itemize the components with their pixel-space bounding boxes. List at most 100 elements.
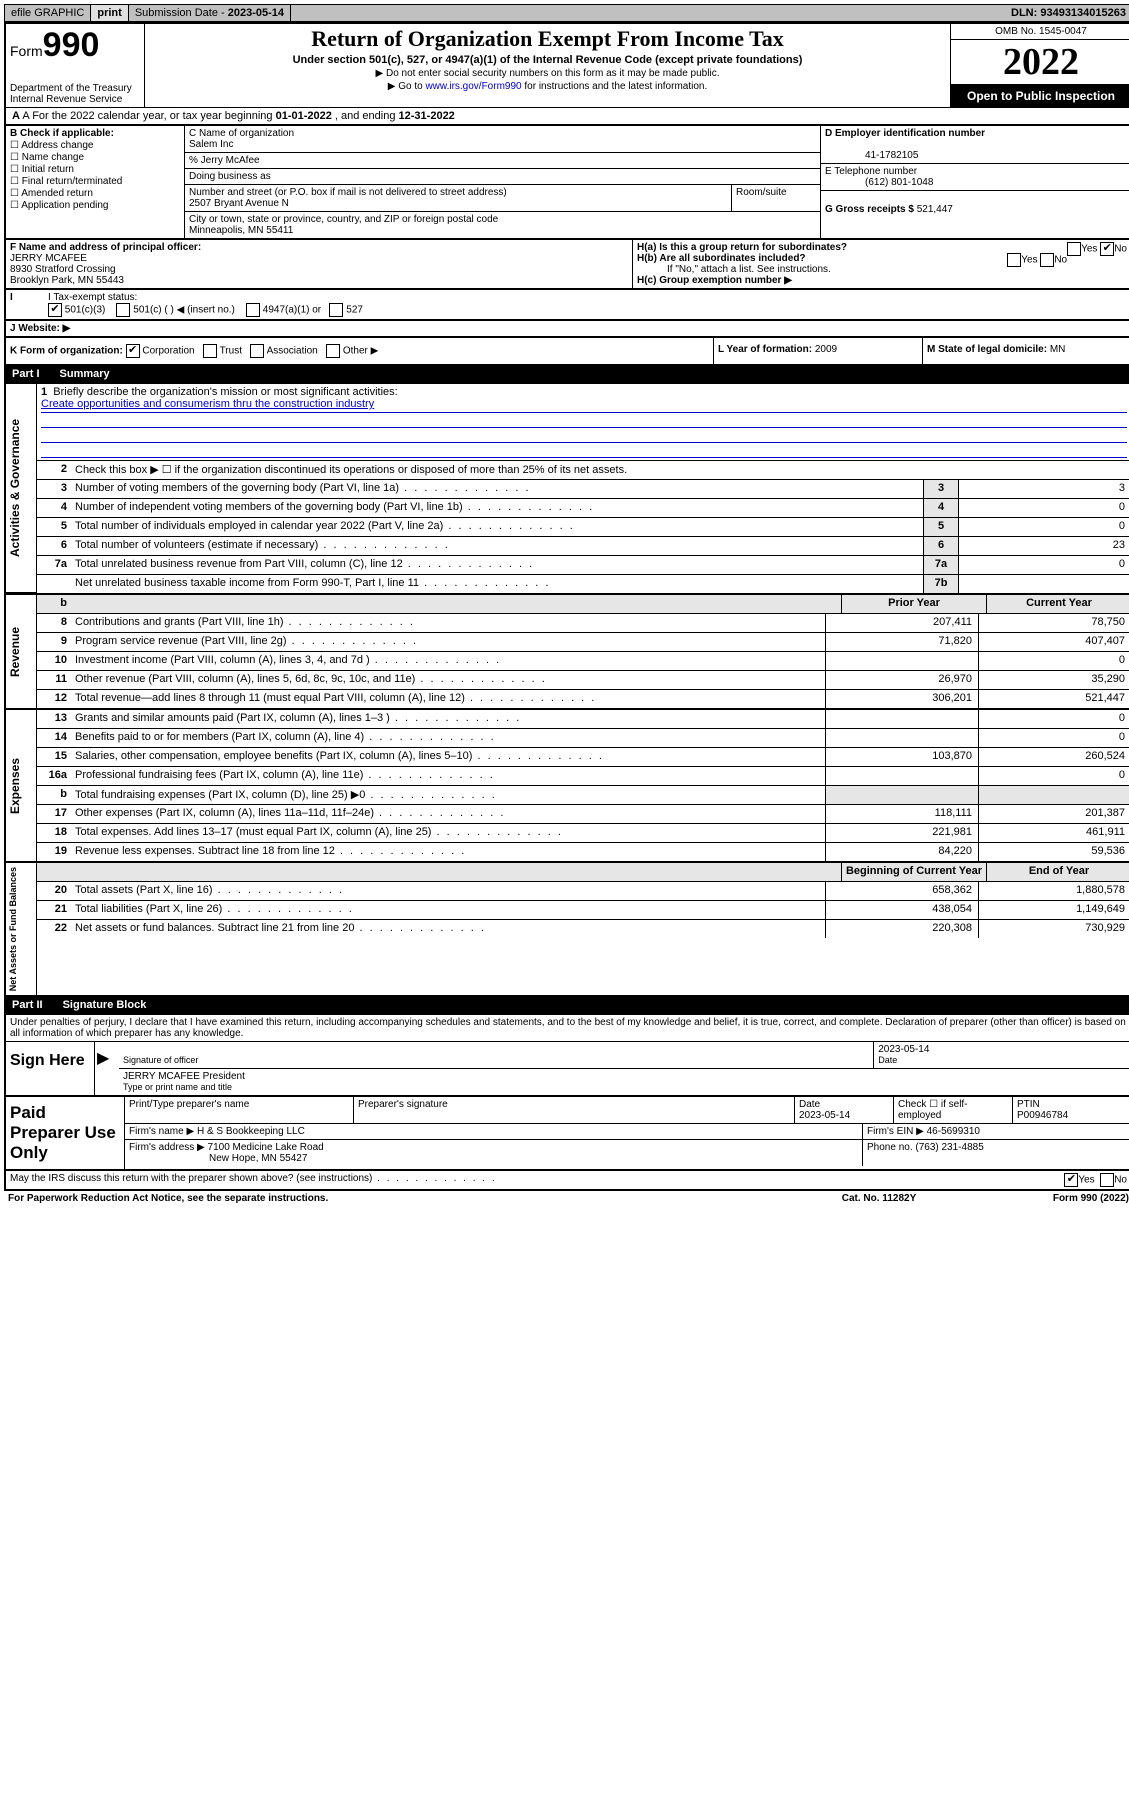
cb-final-return[interactable]: ☐ Final return/terminated — [10, 176, 180, 187]
care-of: % Jerry McAfee — [185, 153, 820, 169]
table-row: 8Contributions and grants (Part VIII, li… — [37, 614, 1129, 633]
table-row: 13Grants and similar amounts paid (Part … — [37, 710, 1129, 729]
table-row: 18Total expenses. Add lines 13–17 (must … — [37, 824, 1129, 843]
cb-527[interactable] — [329, 303, 343, 317]
table-row: 12Total revenue—add lines 8 through 11 (… — [37, 690, 1129, 708]
table-row: 9Program service revenue (Part VIII, lin… — [37, 633, 1129, 652]
gross-receipts: 521,447 — [917, 204, 953, 215]
year-formation: 2009 — [815, 344, 837, 355]
street: 2507 Bryant Avenue N — [189, 198, 289, 209]
firm-phone: (763) 231-4885 — [915, 1142, 983, 1153]
cb-corp[interactable] — [126, 344, 140, 358]
ein: 41-1782105 — [825, 150, 918, 161]
dln: DLN: 93493134015263 — [1005, 5, 1129, 21]
open-inspection: Open to Public Inspection — [951, 85, 1129, 107]
table-row: 22Net assets or fund balances. Subtract … — [37, 920, 1129, 938]
cb-trust[interactable] — [203, 344, 217, 358]
prep-self-employed: Check ☐ if self-employed — [894, 1097, 1013, 1123]
cb-name-change[interactable]: ☐ Name change — [10, 152, 180, 163]
omb-number: OMB No. 1545-0047 — [951, 24, 1129, 40]
vtab-governance: Activities & Governance — [6, 384, 37, 593]
cb-application-pending[interactable]: ☐ Application pending — [10, 200, 180, 211]
ha-yes[interactable] — [1067, 242, 1081, 256]
table-row: 7aTotal unrelated business revenue from … — [37, 556, 1129, 575]
hb-no[interactable] — [1040, 253, 1054, 267]
hb-label: H(b) Are all subordinates included? — [637, 253, 806, 264]
mission-text: Create opportunities and consumerism thr… — [41, 398, 1127, 413]
room-suite-label: Room/suite — [732, 185, 820, 211]
col-prior-year: Prior Year — [841, 595, 986, 613]
form-footer: Form 990 (2022) — [979, 1193, 1129, 1204]
state-domicile: MN — [1050, 344, 1066, 355]
section-fh: F Name and address of principal officer:… — [4, 240, 1129, 290]
hb-yes[interactable] — [1007, 253, 1021, 267]
sig-declaration: Under penalties of perjury, I declare th… — [6, 1015, 1129, 1041]
mission-label: Briefly describe the organization's miss… — [53, 386, 397, 398]
col-current-year: Current Year — [986, 595, 1129, 613]
vtab-revenue: Revenue — [6, 595, 37, 708]
row-i-tax-status: I I Tax-exempt status: 501(c)(3) 501(c) … — [4, 290, 1129, 321]
table-row: 14Benefits paid to or for members (Part … — [37, 729, 1129, 748]
cb-amended-return[interactable]: ☐ Amended return — [10, 188, 180, 199]
prep-ptin: P00946784 — [1017, 1110, 1068, 1121]
org-name: Salem Inc — [189, 139, 233, 150]
city: Minneapolis, MN 55411 — [189, 225, 293, 236]
footer-discuss: May the IRS discuss this return with the… — [4, 1171, 1129, 1191]
print-button[interactable]: print — [91, 5, 128, 21]
ein-label: D Employer identification number — [825, 128, 985, 139]
officer-label: F Name and address of principal officer: — [10, 242, 201, 253]
paid-preparer-label: Paid Preparer Use Only — [6, 1097, 125, 1169]
row-j-website: J Website: ▶ — [4, 321, 1129, 338]
vtab-net-assets: Net Assets or Fund Balances — [6, 863, 37, 995]
table-row: 10Investment income (Part VIII, column (… — [37, 652, 1129, 671]
discuss-yes[interactable] — [1064, 1173, 1078, 1187]
firm-name: H & S Bookkeeping LLC — [197, 1126, 305, 1137]
dept-treasury: Department of the Treasury Internal Reve… — [10, 83, 140, 105]
part-i-header: Part I Summary — [4, 366, 1129, 384]
form-number: Form990 — [10, 26, 140, 65]
street-label: Number and street (or P.O. box if mail i… — [189, 187, 507, 198]
officer-addr2: Brooklyn Park, MN 55443 — [10, 275, 124, 286]
sign-here-label: Sign Here — [6, 1042, 95, 1095]
table-row: Net unrelated business taxable income fr… — [37, 575, 1129, 593]
form-note-ssn: ▶ Do not enter social security numbers o… — [151, 68, 944, 79]
discuss-no[interactable] — [1100, 1173, 1114, 1187]
summary-expenses: Expenses 13Grants and similar amounts pa… — [4, 710, 1129, 863]
form-title: Return of Organization Exempt From Incom… — [151, 26, 944, 52]
summary-governance: Activities & Governance 1 Briefly descri… — [4, 384, 1129, 595]
ha-no[interactable] — [1100, 242, 1114, 256]
table-row: 21Total liabilities (Part X, line 26)438… — [37, 901, 1129, 920]
footer-paperwork: For Paperwork Reduction Act Notice, see … — [4, 1191, 1129, 1206]
summary-header-row: Revenue b Prior Year Current Year 8Contr… — [4, 595, 1129, 710]
table-row: 6Total number of volunteers (estimate if… — [37, 537, 1129, 556]
cb-initial-return[interactable]: ☐ Initial return — [10, 164, 180, 175]
sig-officer-label: Signature of officer — [123, 1055, 198, 1065]
table-row: 3Number of voting members of the governi… — [37, 480, 1129, 499]
firm-ein: 46-5699310 — [927, 1126, 980, 1137]
irs-link[interactable]: www.irs.gov/Form990 — [425, 81, 521, 92]
phone-label: E Telephone number — [825, 166, 917, 177]
cb-address-change[interactable]: ☐ Address change — [10, 140, 180, 151]
cb-4947[interactable] — [246, 303, 260, 317]
col-boy: Beginning of Current Year — [841, 863, 986, 881]
q2-discontinued: Check this box ▶ ☐ if the organization d… — [71, 461, 1129, 479]
efile-label: efile GRAPHIC — [5, 5, 91, 21]
col-d-ein-phone: D Employer identification number 41-1782… — [820, 126, 1129, 238]
table-row: bTotal fundraising expenses (Part IX, co… — [37, 786, 1129, 805]
cb-other[interactable] — [326, 344, 340, 358]
phone: (612) 801-1048 — [825, 177, 933, 188]
table-row: 11Other revenue (Part VIII, column (A), … — [37, 671, 1129, 690]
firm-addr1: 7100 Medicine Lake Road — [208, 1142, 324, 1153]
firm-addr2: New Hope, MN 55427 — [129, 1153, 307, 1164]
dba-label: Doing business as — [185, 169, 820, 185]
table-row: 17Other expenses (Part IX, column (A), l… — [37, 805, 1129, 824]
col-c-org-info: C Name of organization Salem Inc % Jerry… — [185, 126, 820, 238]
line-a-tax-year: A A For the 2022 calendar year, or tax y… — [4, 107, 1129, 124]
cb-501c[interactable] — [116, 303, 130, 317]
vtab-expenses: Expenses — [6, 710, 37, 861]
prep-name-label: Print/Type preparer's name — [125, 1097, 354, 1123]
cb-501c3[interactable] — [48, 303, 62, 317]
cb-assoc[interactable] — [250, 344, 264, 358]
sig-date: 2023-05-14 — [878, 1044, 929, 1055]
form-note-link: ▶ Go to www.irs.gov/Form990 for instruct… — [151, 81, 944, 92]
